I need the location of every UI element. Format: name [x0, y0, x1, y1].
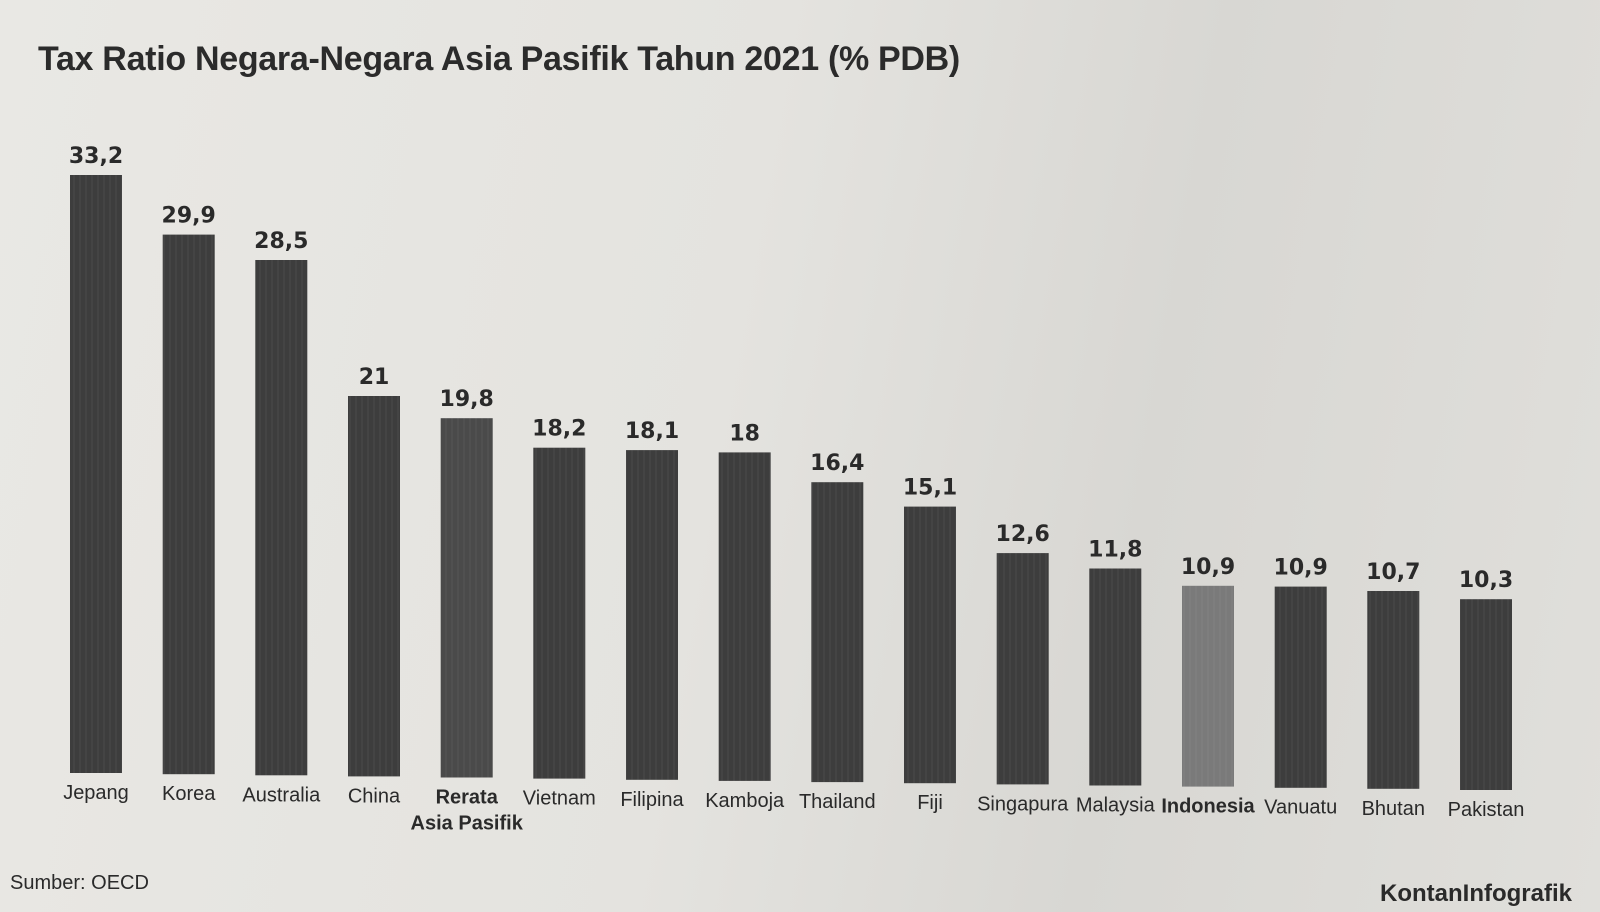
category-label-line: Kamboja [705, 790, 785, 812]
value-labels-group: 33,2 29,9 28,5 21 19,8 18,2 18,1 18 16,4 15,1 12,6… [69, 144, 1513, 593]
value-label-china: 21 [359, 365, 390, 390]
bar-texture-fiji [904, 506, 956, 784]
category-label-line: Jepang [63, 782, 129, 804]
category-label-bhutan: Bhutan [1362, 798, 1425, 820]
bar-texture-malaysia [1089, 568, 1142, 786]
value-label-filipina: 18,1 [625, 419, 679, 444]
category-label-line: Fiji [917, 792, 943, 814]
category-label-kamboja: Kamboja [705, 790, 785, 812]
category-label-line: Vanuatu [1264, 797, 1337, 819]
category-label-vietnam: Vietnam [523, 788, 596, 810]
category-label-singapura: Singapura [977, 793, 1069, 815]
bar-texture-bhutan [1367, 591, 1420, 789]
value-label-korea: 29,9 [162, 204, 216, 229]
category-label-line: Asia Pasifik [411, 813, 524, 835]
bar-texture-indonesia [1182, 585, 1234, 787]
category-label-line: Singapura [977, 793, 1069, 815]
value-label-indonesia: 10,9 [1181, 555, 1235, 580]
category-label-indonesia: Indonesia [1161, 796, 1255, 818]
category-label-thailand: Thailand [799, 791, 876, 813]
value-label-malaysia: 11,8 [1088, 538, 1142, 563]
category-label-pakistan: Pakistan [1448, 799, 1525, 821]
bar-texture-rerata-asia-pasifik [440, 418, 493, 778]
category-label-rerata-asia-pasifik: Rerata Asia Pasifik [411, 787, 524, 835]
value-label-fiji: 15,1 [903, 476, 957, 501]
bar-texture-korea [162, 234, 215, 775]
value-label-vietnam: 18,2 [532, 417, 586, 442]
category-label-line: Vietnam [523, 788, 596, 810]
bar-texture-jepang [70, 175, 122, 773]
bar-texture-filipina [626, 450, 678, 780]
category-label-line: Australia [242, 784, 321, 806]
category-label-filipina: Filipina [620, 789, 684, 811]
brand-logo: KontanInfografik [1380, 880, 1572, 907]
value-label-kamboja: 18 [729, 421, 760, 446]
category-label-malaysia: Malaysia [1076, 795, 1156, 817]
bar-texture-singapura [996, 553, 1049, 785]
category-label-korea: Korea [162, 783, 216, 805]
category-label-line: Rerata [436, 787, 499, 809]
category-label-china: China [348, 785, 401, 807]
value-label-jepang: 33,2 [69, 144, 123, 169]
value-label-rerata-asia-pasifik: 19,8 [440, 387, 494, 412]
category-label-line: China [348, 785, 401, 807]
value-label-australia: 28,5 [254, 229, 308, 254]
category-label-line: Malaysia [1076, 795, 1156, 817]
category-label-line: Filipina [620, 789, 684, 811]
bar-texture-vanuatu [1274, 586, 1327, 788]
category-label-jepang: Jepang [63, 782, 129, 804]
bar-texture-australia [255, 260, 308, 776]
bar-texture-thailand [811, 482, 864, 783]
value-label-vanuatu: 10,9 [1274, 556, 1328, 581]
bar-texture-kamboja [718, 452, 771, 781]
bars-group [70, 175, 1512, 790]
category-label-fiji: Fiji [917, 792, 943, 814]
category-label-line: Bhutan [1362, 798, 1425, 820]
chart-title: Tax Ratio Negara-Negara Asia Pasifik Tah… [38, 40, 960, 78]
value-label-bhutan: 10,7 [1366, 560, 1420, 585]
value-label-thailand: 16,4 [810, 451, 864, 476]
bar-texture-pakistan [1460, 599, 1512, 790]
category-label-line: Pakistan [1448, 799, 1525, 821]
category-label-vanuatu: Vanuatu [1264, 797, 1337, 819]
category-labels-group: Jepang Korea Australia China Rerata Asia Pasi… [63, 782, 1524, 835]
category-label-line: Korea [162, 783, 216, 805]
source-note: Sumber: OECD [10, 872, 149, 894]
bar-texture-china [348, 396, 400, 777]
value-label-pakistan: 10,3 [1459, 568, 1513, 593]
category-label-line: Thailand [799, 791, 876, 813]
category-label-australia: Australia [242, 784, 321, 806]
value-label-singapura: 12,6 [996, 522, 1050, 547]
category-label-line: Indonesia [1161, 796, 1255, 818]
bar-texture-vietnam [533, 447, 586, 779]
